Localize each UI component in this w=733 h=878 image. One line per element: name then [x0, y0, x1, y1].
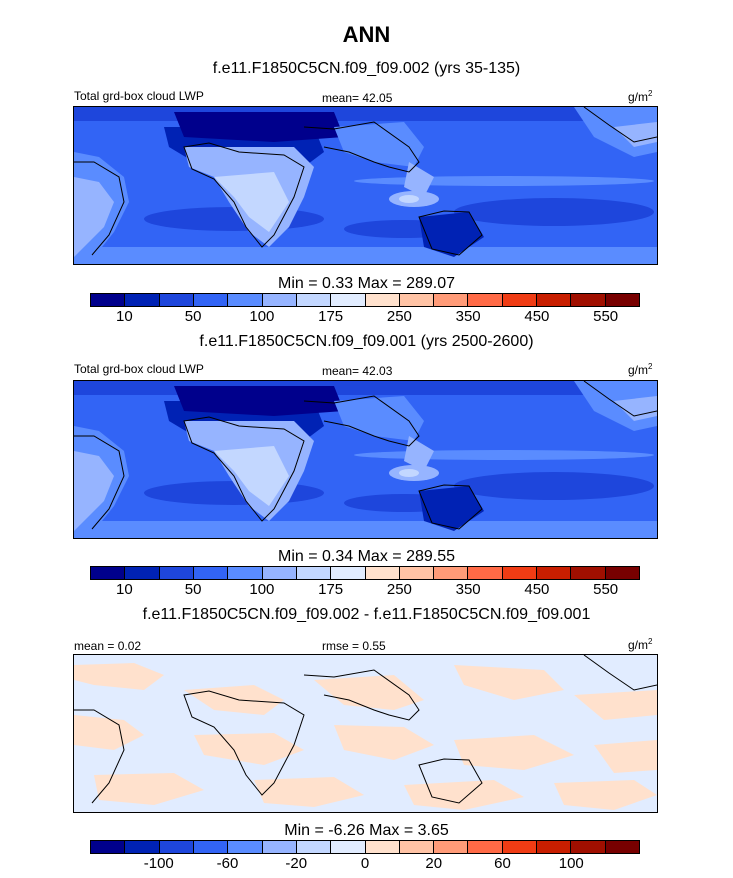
- colorbar-swatch: [502, 567, 538, 579]
- colorbar-swatch: [228, 841, 263, 853]
- colorbar-swatch: [193, 294, 229, 306]
- panel-1-mean-label: mean= 42.05: [322, 91, 393, 105]
- colorbar-swatch: [605, 567, 639, 579]
- colorbar-swatch: [365, 841, 400, 853]
- panel-3-units: g/m2: [628, 637, 653, 652]
- colorbar-swatch: [228, 567, 263, 579]
- panel-2-mean-label: mean= 42.03: [322, 364, 393, 378]
- colorbar-tick-label: -20: [285, 855, 308, 872]
- colorbar-swatch: [537, 841, 572, 853]
- colorbar-tick-label: 100: [558, 855, 584, 872]
- panel-3-colorbar-labels: -100 -60 -20 0 20 60 100: [90, 855, 640, 875]
- colorbar-swatch: [537, 567, 572, 579]
- colorbar-tick-label: -100: [143, 855, 174, 872]
- colorbar-swatch: [91, 294, 126, 306]
- panel-2-minmax: Min = 0.34 Max = 289.55: [278, 548, 455, 565]
- colorbar-tick-label: 10: [116, 581, 133, 598]
- colorbar-swatch: [399, 567, 435, 579]
- colorbar-tick-label: 50: [184, 581, 202, 598]
- colorbar-tick-label: 10: [116, 308, 133, 325]
- colorbar-swatch: [159, 294, 194, 306]
- colorbar-swatch: [571, 294, 606, 306]
- colorbar-tick-label: 175: [318, 308, 344, 325]
- panel-2-map: [73, 380, 658, 539]
- panel-2-case-title: f.e11.F1850C5CN.f09_f09.001 (yrs 2500-26…: [199, 333, 534, 350]
- panel-3-mean-label: mean = 0.02: [74, 639, 142, 653]
- colorbar-tick-label: 450: [524, 581, 550, 598]
- colorbar-swatch: [159, 841, 194, 853]
- colorbar-swatch: [399, 841, 435, 853]
- panel-2-colorbar-labels: 10 50 100 175 250 350 450 550: [90, 581, 640, 601]
- colorbar-tick-label: 550: [593, 308, 619, 325]
- colorbar-swatch: [434, 294, 469, 306]
- colorbar-swatch: [399, 294, 435, 306]
- colorbar-swatch: [468, 294, 503, 306]
- panel-3-minmax: Min = -6.26 Max = 3.65: [284, 822, 449, 839]
- colorbar-tick-label: 20: [425, 855, 443, 872]
- colorbar-swatch: [502, 294, 538, 306]
- colorbar-tick-label: 60: [494, 855, 511, 872]
- colorbar-tick-label: -60: [216, 855, 239, 872]
- colorbar-swatch: [125, 294, 160, 306]
- figure-title: ANN: [342, 22, 391, 47]
- colorbar-swatch: [91, 567, 126, 579]
- colorbar-swatch: [262, 294, 297, 306]
- colorbar-swatch: [296, 294, 332, 306]
- panel-1-case-title: f.e11.F1850C5CN.f09_f09.002 (yrs 35-135): [212, 60, 521, 77]
- colorbar-tick-label: 100: [249, 308, 275, 325]
- panel-2-colorbar: [90, 566, 640, 580]
- colorbar-swatch: [193, 567, 229, 579]
- colorbar-swatch: [331, 294, 366, 306]
- colorbar-swatch: [331, 567, 366, 579]
- colorbar-swatch: [434, 841, 469, 853]
- panel-1-minmax: Min = 0.33 Max = 289.07: [278, 275, 455, 292]
- colorbar-swatch: [571, 841, 606, 853]
- panel-3-colorbar: [90, 840, 640, 854]
- colorbar-swatch: [125, 841, 160, 853]
- panel-1-variable-label: Total grd-box cloud LWP: [74, 89, 204, 103]
- colorbar-swatch: [296, 567, 332, 579]
- colorbar-swatch: [365, 567, 400, 579]
- colorbar-tick-label: 175: [318, 581, 344, 598]
- panel-1-colorbar: [90, 293, 640, 307]
- panel-2-units: g/m2: [628, 362, 653, 377]
- colorbar-swatch: [365, 294, 400, 306]
- colorbar-swatch: [468, 841, 503, 853]
- colorbar-tick-label: 350: [455, 308, 481, 325]
- colorbar-swatch: [228, 294, 263, 306]
- colorbar-tick-label: 250: [386, 581, 412, 598]
- colorbar-tick-label: 450: [524, 308, 550, 325]
- colorbar-tick-label: 550: [593, 581, 619, 598]
- panel-2-variable-label: Total grd-box cloud LWP: [74, 362, 204, 376]
- panel-1-units: g/m2: [628, 89, 653, 104]
- colorbar-swatch: [262, 567, 297, 579]
- colorbar-swatch: [605, 294, 639, 306]
- colorbar-swatch: [296, 841, 332, 853]
- colorbar-tick-label: 100: [249, 581, 275, 598]
- colorbar-swatch: [605, 841, 639, 853]
- colorbar-swatch: [434, 567, 469, 579]
- colorbar-swatch: [537, 294, 572, 306]
- colorbar-swatch: [159, 567, 194, 579]
- colorbar-swatch: [91, 841, 126, 853]
- colorbar-tick-label: 0: [360, 855, 370, 872]
- panel-3-rmse-label: rmse = 0.55: [322, 639, 386, 653]
- colorbar-swatch: [193, 841, 229, 853]
- panel-1-colorbar-labels: 10 50 100 175 250 350 450 550: [90, 308, 640, 328]
- colorbar-swatch: [571, 567, 606, 579]
- panel-3-map: [73, 654, 658, 813]
- colorbar-tick-label: 50: [184, 308, 202, 325]
- panel-3-case-title: f.e11.F1850C5CN.f09_f09.002 - f.e11.F185…: [142, 606, 591, 623]
- colorbar-tick-label: 350: [455, 581, 481, 598]
- panel-1-map: [73, 106, 658, 265]
- colorbar-swatch: [125, 567, 160, 579]
- colorbar-swatch: [468, 567, 503, 579]
- colorbar-swatch: [331, 841, 366, 853]
- colorbar-swatch: [262, 841, 297, 853]
- colorbar-tick-label: 250: [386, 308, 412, 325]
- colorbar-swatch: [502, 841, 538, 853]
